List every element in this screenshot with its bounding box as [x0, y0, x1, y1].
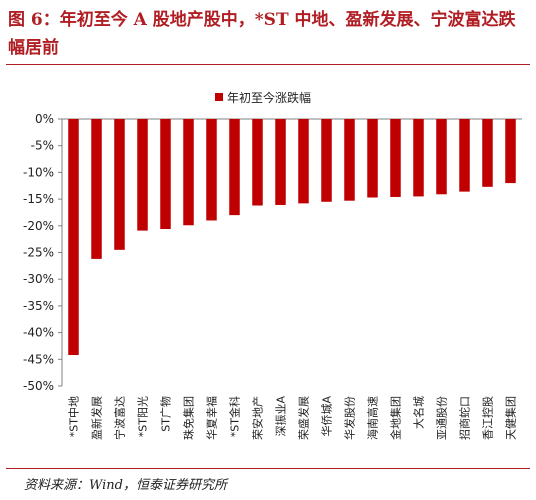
x-tick-label: 天健集团	[504, 396, 518, 440]
x-tick-label: 香江控股	[481, 396, 495, 440]
bar	[68, 119, 79, 356]
bar	[367, 119, 378, 198]
bars	[68, 119, 516, 356]
chart-legend: 年初至今涨跌幅	[215, 90, 311, 105]
y-tick-label: -35%	[23, 299, 54, 313]
x-tick-label: 宁波富达	[113, 396, 127, 440]
x-tick-label: 亚通股份	[436, 396, 449, 440]
y-tick-label: -40%	[23, 326, 54, 340]
x-tick-label: 招商蛇口	[458, 396, 472, 440]
bar	[482, 119, 493, 187]
y-tick-label: -15%	[23, 192, 54, 206]
bar	[229, 119, 240, 216]
bar	[436, 119, 447, 195]
bar	[321, 119, 332, 202]
bar	[114, 119, 125, 250]
bar	[413, 119, 424, 197]
bar	[252, 119, 263, 206]
x-tick-label: 荣盛发展	[297, 396, 311, 440]
x-tick-label: 金地集团	[389, 396, 403, 440]
bar	[183, 119, 194, 226]
source-note: 资料来源：Wind，恒泰证券研究所	[24, 478, 227, 493]
legend-swatch	[215, 93, 223, 101]
x-axis-labels: *ST中地 盈新发展 宁波富达 *ST阳光 ST广物 珠免集团 华夏幸福 *ST金科 荣安地产深…	[68, 396, 518, 440]
bar	[91, 119, 102, 259]
bar-chart: 年初至今涨跌幅 0% -5% -10% -15% -20% -25% -30% -35% -40…	[23, 90, 522, 440]
bar	[160, 119, 171, 230]
x-tick-label: 海南高速	[366, 396, 380, 440]
x-tick-label: ST广物	[159, 396, 173, 432]
x-tick-label: 盈新发展	[90, 396, 104, 440]
y-tick-label: -45%	[23, 352, 54, 366]
x-tick-label: 大名城	[412, 396, 426, 429]
y-tick-label: -20%	[23, 219, 54, 233]
y-tick-label: -25%	[23, 246, 54, 260]
bar	[459, 119, 470, 192]
bar	[390, 119, 401, 197]
x-tick-label: 华侨城A	[320, 396, 334, 437]
y-tick-label: 0%	[35, 112, 54, 126]
x-tick-label: 珠免集团	[182, 396, 196, 440]
x-tick-label: *ST金科	[228, 396, 242, 437]
bar	[344, 119, 355, 201]
bar	[206, 119, 217, 221]
y-tick-label: -30%	[23, 272, 54, 286]
bar	[275, 119, 286, 205]
source-divider	[6, 468, 530, 469]
x-tick-label: 华发股份	[343, 396, 357, 440]
y-tick-label: -50%	[23, 379, 54, 393]
x-tick-label: 深振业A	[274, 396, 288, 437]
x-tick-label: 华夏幸福	[205, 396, 219, 440]
figure-title: 图 6：年初至今 A 股地产股中，*ST 中地、盈新发展、宁波富达跌幅居前	[8, 10, 516, 58]
x-tick-label: 荣安地产	[251, 396, 265, 440]
x-tick-label: *ST阳光	[136, 396, 150, 437]
legend-label: 年初至今涨跌幅	[227, 90, 311, 105]
bar	[505, 119, 516, 184]
y-tick-label: -10%	[23, 165, 54, 179]
bar	[298, 119, 309, 204]
y-tick-label: -5%	[31, 139, 54, 153]
x-tick-label: *ST中地	[68, 396, 81, 437]
bar	[137, 119, 148, 231]
title-divider	[6, 64, 530, 65]
